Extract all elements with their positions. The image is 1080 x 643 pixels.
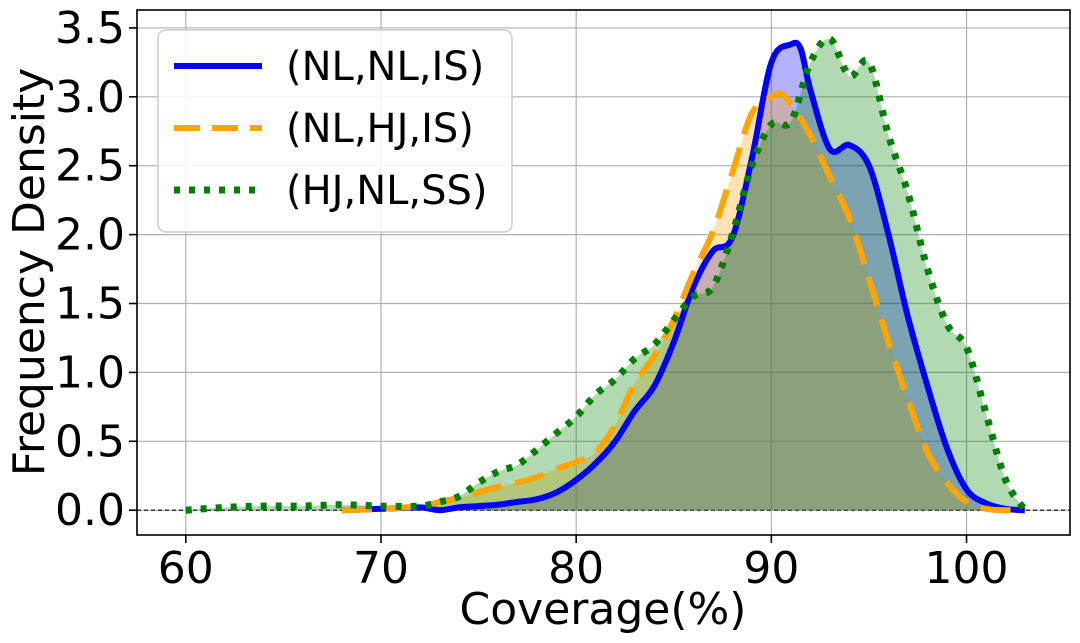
legend-label-3: (HJ,NL,SS)	[286, 168, 488, 214]
x-axis-label: Coverage(%)	[460, 584, 747, 635]
legend-label-2: (NL,HJ,IS)	[286, 106, 474, 152]
grid-lines	[137, 10, 1070, 535]
x-tick-label: 90	[743, 543, 799, 594]
y-tick-label: 3.5	[55, 3, 125, 54]
x-tick-label: 60	[158, 543, 214, 594]
series-line-2	[341, 90, 1026, 514]
y-axis-label: Frequency Density	[4, 68, 55, 477]
y-tick-label: 2.0	[55, 210, 125, 261]
y-tick-label: 0.0	[55, 485, 125, 536]
legend: (NL,NL,IS) (NL,HJ,IS) (HJ,NL,SS)	[157, 29, 513, 233]
x-tick-label: 80	[548, 543, 604, 594]
y-tick-label: 3.0	[55, 72, 125, 123]
x-tick-label: 70	[353, 543, 409, 594]
series-line-1	[341, 39, 1026, 514]
series-fill-3	[185, 38, 1026, 511]
y-tick-label: 2.5	[55, 141, 125, 192]
x-tick-label: 100	[925, 543, 1009, 594]
legend-label-1: (NL,NL,IS)	[286, 44, 484, 90]
y-tick-label: 0.5	[55, 416, 125, 467]
legend-box	[157, 29, 513, 233]
y-tick-label: 1.0	[55, 347, 125, 398]
series-lines	[185, 35, 1029, 514]
plot-frame	[136, 9, 1071, 536]
axis-ticks: 60 70 80 90 100 0.0 0.5 1.0 1.5 2.0 2.5 3.0 3.5	[55, 3, 1009, 594]
y-tick-label: 1.5	[55, 279, 125, 330]
series-fill-1	[341, 42, 1026, 511]
